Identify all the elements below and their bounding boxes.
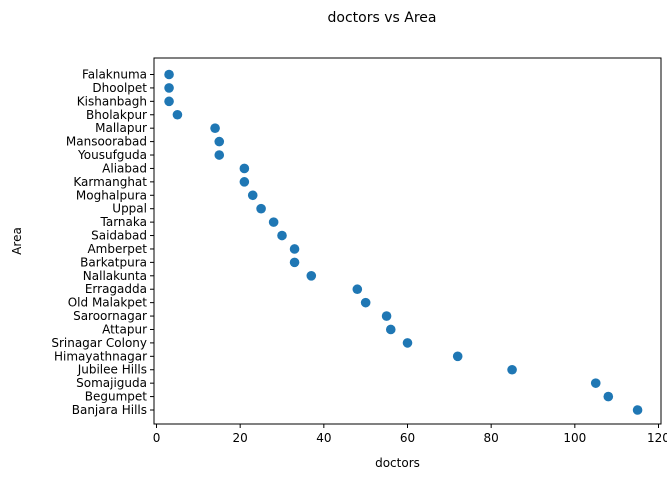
data-point <box>164 83 174 93</box>
x-axis-label: doctors <box>375 456 420 470</box>
x-tick-label: 80 <box>484 431 499 445</box>
data-point <box>239 177 250 187</box>
x-tick-label: 120 <box>647 431 667 445</box>
y-tick-label: Old Malakpet <box>68 296 148 310</box>
data-point <box>352 284 363 295</box>
y-tick-label: Falaknuma <box>82 68 147 82</box>
data-point <box>306 271 317 281</box>
y-tick-label: Moghalpura <box>76 188 147 202</box>
data-point <box>381 311 392 321</box>
data-point <box>164 96 174 107</box>
data-point <box>590 378 601 388</box>
data-point <box>214 150 225 160</box>
data-point <box>452 351 463 362</box>
y-tick-label: Mallapur <box>95 121 147 135</box>
y-tick-label: Barkatpura <box>80 255 147 269</box>
data-point <box>210 123 220 133</box>
y-tick-label: Attapur <box>102 322 147 336</box>
y-tick-label: Erragadda <box>85 282 147 296</box>
y-tick-label: Jubilee Hills <box>77 363 147 377</box>
y-tick-label: Begumpet <box>85 390 148 404</box>
data-point <box>214 136 225 147</box>
y-tick-label: Mansoorabad <box>66 135 147 149</box>
y-tick-label: Amberpet <box>87 242 147 256</box>
data-point <box>239 163 250 174</box>
y-tick-label: Saroornagar <box>73 309 147 323</box>
y-tick-label: Dhoolpet <box>92 81 147 95</box>
y-tick-label: Banjara Hills <box>72 403 147 417</box>
y-tick-label: Bholakpur <box>86 108 147 122</box>
y-tick-label: Nallakunta <box>83 269 147 283</box>
x-axis: 0 20 40 60 80 100 120 <box>153 424 667 445</box>
plot-area-frame <box>153 57 662 425</box>
data-point <box>289 244 300 254</box>
data-point <box>172 109 183 120</box>
y-tick-label: Karmanghat <box>73 175 147 189</box>
x-tick-label: 0 <box>153 431 161 445</box>
y-tick-label: Kishanbagh <box>77 94 147 108</box>
x-tick-label: 40 <box>316 431 331 445</box>
y-tick-label: Somajiguda <box>76 376 147 390</box>
y-tick-label: Aliabad <box>102 161 147 175</box>
data-point <box>360 297 371 308</box>
y-axis: FalaknumaDhoolpetKishanbaghBholakpurMall… <box>51 68 154 417</box>
x-tick-label: 20 <box>233 431 248 445</box>
y-tick-label: Saidabad <box>91 229 147 243</box>
data-point <box>385 324 396 335</box>
y-tick-label: Uppal <box>112 202 147 216</box>
y-tick-label: Himayathnagar <box>54 349 147 363</box>
x-tick-label: 100 <box>563 431 586 445</box>
chart-title: doctors vs Area <box>328 10 437 26</box>
data-point <box>402 338 413 348</box>
data-point <box>256 203 266 214</box>
y-tick-label: Srinagar Colony <box>51 336 147 350</box>
x-tick-label: 60 <box>400 431 415 445</box>
data-point <box>164 69 174 80</box>
data-point <box>507 364 517 375</box>
data-point <box>277 230 287 241</box>
y-axis-label: Area <box>10 227 24 255</box>
data-point <box>247 190 258 201</box>
data-point <box>603 391 614 402</box>
data-point <box>632 405 643 415</box>
data-point <box>289 257 300 268</box>
y-tick-label: Tarnaka <box>100 215 147 229</box>
data-points <box>164 69 643 415</box>
data-point <box>268 217 279 227</box>
y-tick-label: Yousufguda <box>77 148 147 162</box>
